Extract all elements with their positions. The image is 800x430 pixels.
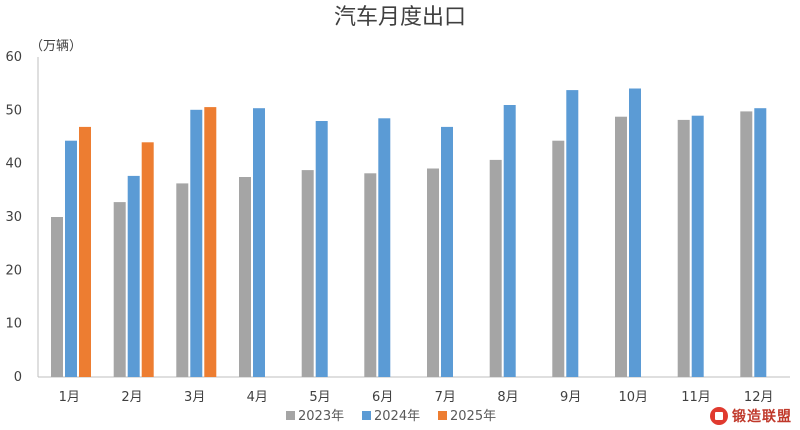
x-category-label: 3月 xyxy=(184,390,205,405)
bar-2024年-7月 xyxy=(441,126,453,378)
bar-2023年-9月 xyxy=(552,140,565,377)
legend-swatch xyxy=(362,411,371,420)
bar-2023年-12月 xyxy=(740,111,753,378)
legend-swatch xyxy=(286,411,295,420)
bar-2024年-6月 xyxy=(378,118,391,378)
watermark-logo-icon xyxy=(710,407,728,425)
legend-label: 2025年 xyxy=(450,409,496,424)
bar-2023年-4月 xyxy=(239,177,251,377)
y-tick-label: 30 xyxy=(5,210,22,225)
y-tick-label: 10 xyxy=(5,317,22,332)
bar-2023年-6月 xyxy=(364,173,377,377)
bar-2023年-3月 xyxy=(176,183,189,377)
bar-2023年-1月 xyxy=(51,217,63,377)
y-tick-label: 40 xyxy=(5,157,22,172)
bars xyxy=(51,88,767,378)
y-tick-label: 50 xyxy=(5,103,22,118)
bar-2023年-8月 xyxy=(489,159,502,377)
legend-swatch xyxy=(438,411,447,420)
bar-2024年-1月 xyxy=(65,140,77,377)
bar-2024年-2月 xyxy=(127,175,140,377)
bar-2024年-12月 xyxy=(754,108,767,377)
x-category-label: 6月 xyxy=(372,390,393,405)
chart-title: 汽车月度出口 xyxy=(334,5,466,30)
x-category-label: 9月 xyxy=(560,390,581,405)
bar-2023年-2月 xyxy=(113,202,126,377)
x-category-label: 2月 xyxy=(121,390,142,405)
legend: 2023年 2024年 2025年 xyxy=(286,409,496,424)
y-tick-label: 0 xyxy=(14,370,22,385)
x-category-label: 12月 xyxy=(744,390,774,405)
y-tick-label: 20 xyxy=(5,263,22,278)
bar-2024年-5月 xyxy=(315,121,328,377)
bar-2023年-10月 xyxy=(615,116,627,377)
x-categories: 1月 2月 3月 4月 5月 6月 7月 8月 9月 10月 11月 12月 xyxy=(59,390,774,405)
x-category-label: 11月 xyxy=(681,390,711,405)
x-category-label: 1月 xyxy=(59,390,80,405)
x-category-label: 8月 xyxy=(497,390,518,405)
bar-2024年-9月 xyxy=(566,90,579,377)
x-category-label: 10月 xyxy=(619,390,649,405)
watermark-text: 锻造联盟 xyxy=(732,409,792,425)
bar-2023年-7月 xyxy=(427,168,439,377)
bar-2023年-5月 xyxy=(301,170,314,377)
y-unit-label: （万辆） xyxy=(30,39,82,54)
bar-2024年-8月 xyxy=(503,105,516,377)
legend-label: 2023年 xyxy=(298,409,344,424)
bar-2025年-3月 xyxy=(204,107,217,377)
x-category-label: 5月 xyxy=(309,390,330,405)
y-tick-label: 60 xyxy=(5,50,22,65)
bar-2025年-1月 xyxy=(79,126,91,378)
bar-2024年-10月 xyxy=(629,88,641,377)
watermark: 锻造联盟 xyxy=(710,406,792,426)
x-category-label: 7月 xyxy=(435,390,456,405)
x-category-label: 4月 xyxy=(247,390,268,405)
bar-2024年-11月 xyxy=(691,115,704,377)
bar-2024年-3月 xyxy=(190,109,203,378)
legend-label: 2024年 xyxy=(374,409,420,424)
bar-2025年-2月 xyxy=(141,142,154,377)
bar-2024年-4月 xyxy=(253,108,265,377)
bar-2023年-11月 xyxy=(677,119,690,378)
y-ticks: 0 10 20 30 40 50 60 xyxy=(5,50,22,385)
